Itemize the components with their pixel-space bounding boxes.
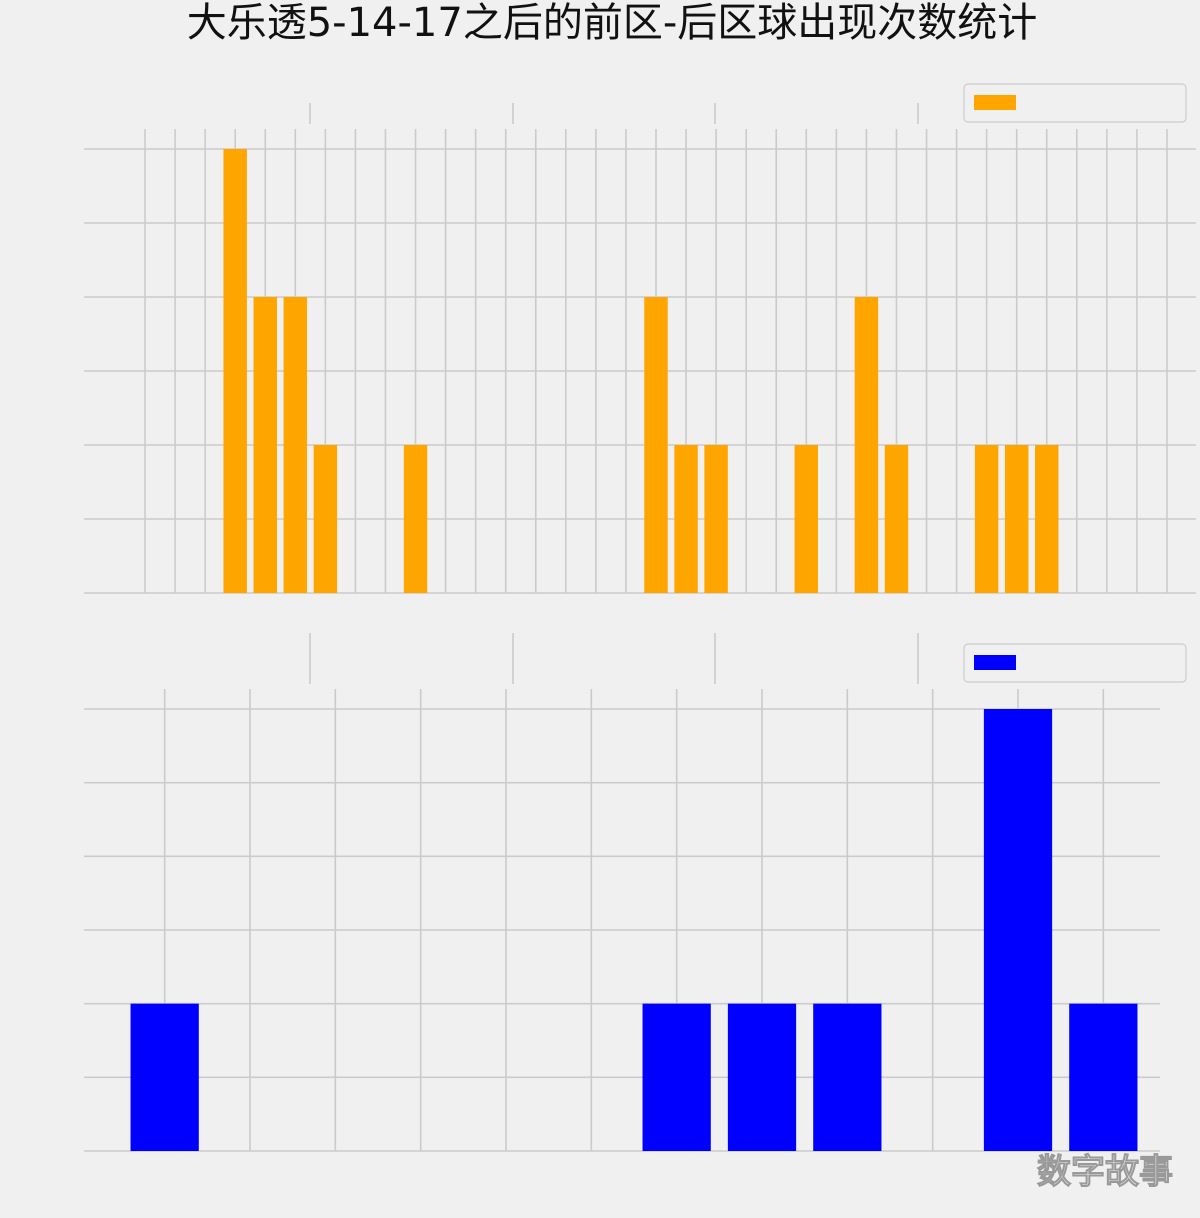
bar [983,709,1053,1151]
figure-title: 大乐透5-14-17之后的前区-后区球出现次数统计 [187,0,1038,46]
bar [1004,445,1029,593]
front-zone-chart [84,83,1196,594]
bar [403,445,428,593]
legend-swatch [974,655,1016,670]
bar [130,1003,199,1151]
back-zone-chart [84,643,1187,1152]
bar [1035,445,1059,593]
bar [704,445,728,593]
ghost-axis-layer [309,103,919,684]
legend-box [963,643,1187,683]
bar [223,149,247,593]
bar [253,297,277,593]
bar [727,1003,797,1151]
watermark-text: 数字故事 [1037,1152,1173,1192]
bar [642,1003,711,1151]
bar [644,297,668,593]
legend-box [963,83,1187,123]
bar [813,1003,882,1151]
bar [313,445,338,593]
legend [963,83,1187,123]
bar [884,445,909,593]
legend-swatch [974,95,1016,110]
bar [283,297,308,593]
bar [974,445,999,593]
bar [794,445,819,593]
bar [1069,1003,1138,1151]
legend [963,643,1187,683]
bar [674,445,698,593]
bar [854,297,879,593]
